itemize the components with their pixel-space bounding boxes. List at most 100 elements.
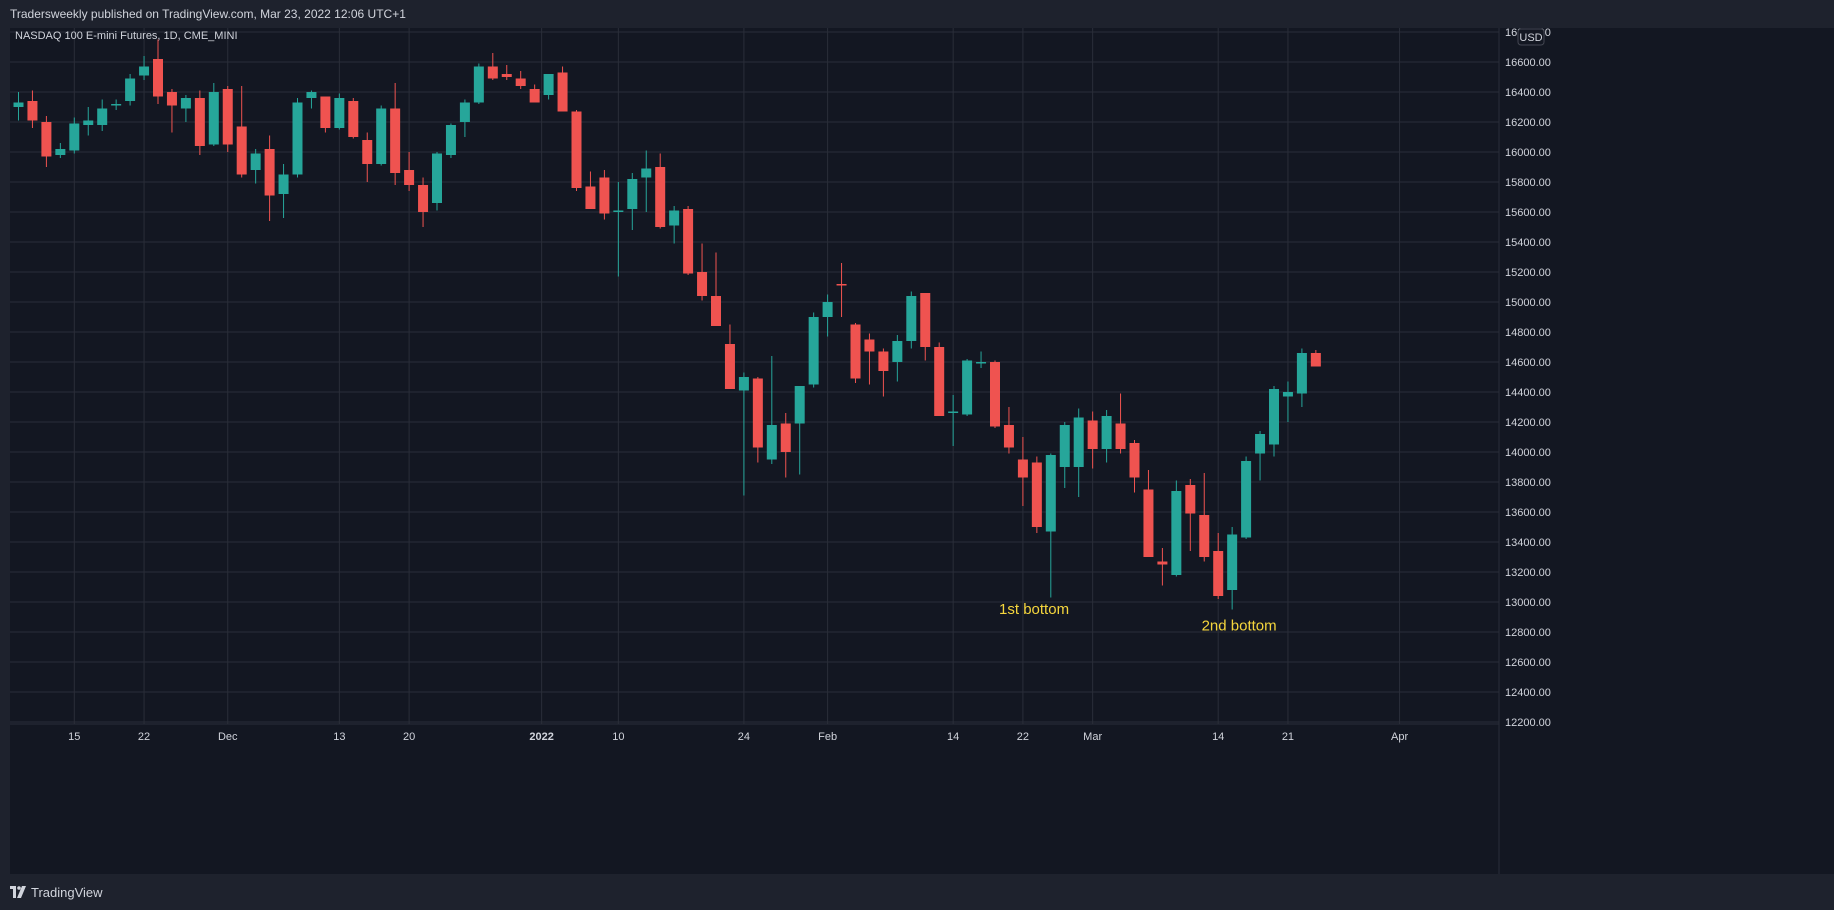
candle[interactable] [822, 294, 833, 337]
candle[interactable] [697, 243, 708, 301]
candle[interactable] [990, 360, 1000, 429]
candle[interactable] [222, 86, 233, 152]
candle[interactable] [334, 93, 345, 130]
candle[interactable] [250, 149, 261, 184]
candle[interactable] [264, 135, 275, 222]
candle[interactable] [613, 182, 624, 277]
candle[interactable] [306, 90, 317, 109]
currency-badge[interactable] [1517, 28, 1545, 46]
candle[interactable] [794, 386, 805, 475]
candle[interactable] [362, 132, 373, 183]
candle[interactable] [390, 83, 401, 185]
candle[interactable] [864, 333, 875, 385]
candle[interactable] [1157, 548, 1168, 586]
tradingview-brand[interactable]: TradingView [10, 884, 103, 900]
candle[interactable] [83, 107, 94, 136]
candle[interactable] [139, 56, 150, 80]
candle[interactable] [125, 74, 136, 106]
candle[interactable] [780, 413, 791, 478]
candle[interactable] [641, 150, 652, 213]
candlestick-chart[interactable]: 1st bottom 2nd bottom 12200.00 12400.00 126… [10, 27, 1834, 874]
candle[interactable] [766, 356, 777, 464]
candle[interactable] [348, 98, 359, 139]
candle[interactable] [1087, 411, 1098, 469]
candle[interactable] [962, 359, 973, 416]
candle[interactable] [1241, 456, 1252, 540]
candle[interactable] [878, 348, 889, 397]
candle[interactable] [1129, 440, 1140, 493]
candle[interactable] [376, 105, 387, 166]
candle[interactable] [892, 335, 903, 382]
candle[interactable] [571, 110, 582, 191]
candle[interactable] [529, 84, 540, 103]
candle[interactable] [1269, 386, 1279, 457]
candle[interactable] [627, 173, 638, 230]
candle[interactable] [97, 99, 108, 132]
candle[interactable] [180, 95, 191, 122]
candle[interactable] [1296, 348, 1307, 408]
candle[interactable] [501, 65, 512, 80]
candle[interactable] [473, 63, 484, 105]
chart-area[interactable]: 1st bottom 2nd bottom 12200.00 12400.00 126… [10, 27, 1834, 874]
candle[interactable] [1199, 473, 1210, 562]
candle[interactable] [1059, 422, 1070, 488]
candle[interactable] [934, 342, 945, 417]
candle[interactable] [1213, 533, 1224, 599]
candle[interactable] [41, 116, 52, 167]
candle[interactable] [166, 89, 177, 133]
candle[interactable] [1227, 527, 1238, 610]
candle[interactable] [1073, 408, 1084, 498]
candle[interactable] [1282, 381, 1293, 423]
candle[interactable] [543, 74, 554, 100]
candle[interactable] [208, 83, 219, 146]
candle[interactable] [850, 323, 861, 383]
candle[interactable] [236, 86, 247, 178]
candle[interactable] [320, 96, 331, 133]
candle[interactable] [69, 117, 80, 154]
candle[interactable] [404, 152, 415, 191]
candle[interactable] [585, 171, 596, 210]
candle[interactable] [153, 39, 163, 105]
candle[interactable] [194, 90, 205, 156]
candle[interactable] [1101, 410, 1112, 463]
candle[interactable] [557, 66, 568, 112]
candle[interactable] [1045, 453, 1056, 598]
candle[interactable] [292, 98, 303, 178]
candle[interactable] [948, 395, 959, 446]
candle[interactable] [683, 206, 694, 275]
candle[interactable] [808, 312, 819, 388]
candle[interactable] [459, 99, 470, 138]
candle[interactable] [669, 206, 680, 244]
candle[interactable] [487, 53, 498, 80]
candle[interactable] [599, 170, 610, 220]
candle[interactable] [13, 92, 24, 121]
candle[interactable] [1185, 479, 1196, 551]
candle[interactable] [55, 143, 66, 158]
candle[interactable] [920, 293, 931, 361]
candle[interactable] [1115, 393, 1126, 454]
candle[interactable] [1003, 407, 1014, 454]
candle[interactable] [1017, 437, 1028, 506]
candle[interactable] [515, 71, 526, 89]
candle[interactable] [711, 252, 721, 327]
candle[interactable] [111, 99, 122, 111]
candle[interactable] [27, 90, 38, 129]
candle[interactable] [738, 372, 749, 496]
candle[interactable] [836, 263, 847, 317]
candle[interactable] [976, 351, 987, 369]
price-axis[interactable]: 12200.00 12400.00 12600.00 12800.00 13000.00… [1505, 27, 1551, 729]
candle[interactable] [752, 377, 763, 463]
candle[interactable] [1143, 470, 1154, 557]
candle[interactable] [1031, 456, 1042, 534]
time-axis[interactable]: 15 22 Dec 13 20 2022 10 24 Feb 14 22 Mar 14 21 Apr [68, 731, 1408, 743]
candle[interactable] [278, 164, 289, 218]
candle[interactable] [655, 153, 666, 229]
candle[interactable] [1255, 431, 1266, 481]
candle[interactable] [432, 152, 442, 211]
candle[interactable] [906, 291, 917, 349]
candle[interactable] [1171, 480, 1182, 577]
candle[interactable] [724, 324, 735, 390]
candle[interactable] [1310, 350, 1321, 367]
candle[interactable] [445, 123, 456, 159]
candle[interactable] [418, 177, 429, 228]
